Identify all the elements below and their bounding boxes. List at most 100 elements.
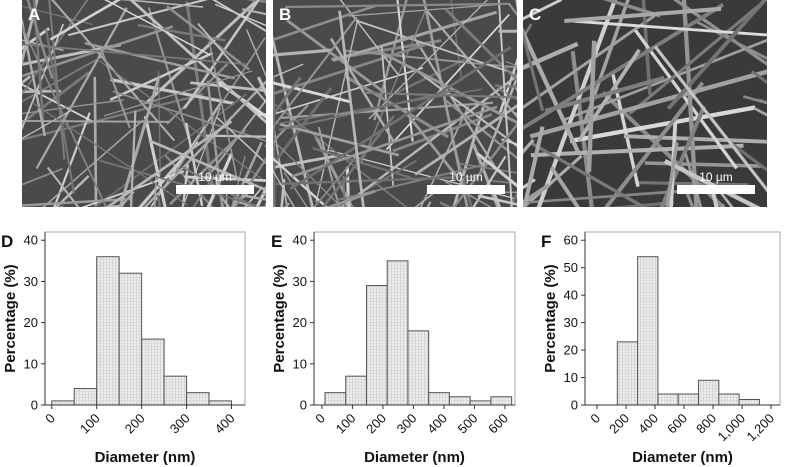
y-tick-label: 30 bbox=[564, 315, 578, 330]
fiber bbox=[0, 35, 7, 82]
fiber bbox=[208, 180, 231, 207]
fiber bbox=[530, 143, 744, 158]
y-tick-label: 20 bbox=[293, 315, 307, 330]
x-tick-label: 100 bbox=[333, 411, 359, 437]
bar bbox=[386, 260, 409, 406]
fiber bbox=[22, 25, 174, 78]
x-tick-label: 200 bbox=[363, 411, 389, 437]
fiber bbox=[183, 0, 260, 110]
panel-label: D bbox=[1, 232, 13, 251]
fiber bbox=[544, 75, 665, 114]
y-tick-label: 40 bbox=[293, 233, 307, 248]
x-tick-label: 400 bbox=[635, 411, 661, 437]
fiber bbox=[215, 116, 266, 165]
fiber bbox=[296, 203, 539, 290]
panel-label: E bbox=[271, 232, 282, 251]
fiber bbox=[280, 220, 339, 410]
fiber bbox=[726, 139, 767, 172]
y-axis-label: Percentage (%) bbox=[542, 264, 559, 372]
fiber bbox=[22, 197, 132, 207]
x-tick-label: 400 bbox=[212, 411, 238, 437]
panel-label: B bbox=[279, 5, 291, 24]
fiber bbox=[208, 41, 238, 181]
fiber bbox=[22, 0, 89, 96]
fiber bbox=[99, 204, 124, 207]
fiber bbox=[429, 205, 528, 312]
fiber bbox=[71, 210, 187, 240]
fiber bbox=[569, 105, 756, 144]
fiber bbox=[273, 139, 343, 207]
bar bbox=[657, 393, 679, 406]
y-tick-label: 40 bbox=[564, 288, 578, 303]
fiber bbox=[329, 37, 396, 143]
fiber bbox=[343, 74, 449, 139]
fiber bbox=[129, 110, 137, 207]
fiber bbox=[273, 175, 476, 186]
fiber bbox=[22, 89, 61, 94]
fiber bbox=[273, 154, 338, 169]
fiber bbox=[530, 141, 648, 207]
fiber bbox=[345, 49, 517, 69]
fiber bbox=[415, 235, 499, 269]
fiber bbox=[31, 102, 188, 206]
x-tick-label: 0 bbox=[312, 411, 328, 427]
fiber bbox=[641, 0, 652, 95]
x-axis-label: Diameter (nm) bbox=[95, 449, 196, 466]
bar bbox=[448, 396, 471, 406]
fiber bbox=[508, 191, 517, 207]
x-tick-label: 1,200 bbox=[744, 411, 778, 445]
fiber bbox=[93, 76, 98, 207]
fiber bbox=[414, 186, 442, 207]
fiber bbox=[22, 109, 72, 140]
fiber bbox=[273, 48, 332, 57]
fiber bbox=[24, 216, 269, 308]
fiber bbox=[197, 22, 266, 104]
fiber bbox=[129, 0, 266, 124]
fiber bbox=[472, 143, 500, 207]
fiber bbox=[445, 99, 517, 160]
fiber bbox=[100, 50, 131, 129]
bar bbox=[163, 375, 188, 406]
fiber bbox=[317, 126, 340, 207]
fiber bbox=[401, 107, 459, 178]
fiber bbox=[602, 0, 661, 18]
y-tick-label: 0 bbox=[571, 398, 578, 413]
fiber bbox=[32, 0, 46, 131]
fiber bbox=[338, 10, 365, 207]
fiber bbox=[206, 80, 224, 207]
bar bbox=[96, 256, 120, 406]
bar bbox=[469, 400, 492, 406]
fiber bbox=[104, 0, 209, 55]
fiber bbox=[22, 99, 125, 115]
x-tick-label: 0 bbox=[587, 411, 603, 427]
bar bbox=[698, 379, 720, 406]
fiber bbox=[286, 19, 386, 94]
x-tick-label: 300 bbox=[394, 411, 420, 437]
scale-bar bbox=[427, 185, 505, 194]
x-axis-label: Diameter (nm) bbox=[364, 449, 465, 466]
bar bbox=[208, 400, 233, 406]
fiber bbox=[644, 161, 762, 168]
fiber bbox=[212, 0, 266, 33]
fiber bbox=[523, 41, 579, 71]
fiber bbox=[346, 192, 350, 207]
fiber bbox=[148, 139, 266, 192]
fiber bbox=[562, 38, 767, 122]
fiber bbox=[35, 7, 128, 170]
fiber bbox=[516, 0, 517, 14]
y-tick-label: 30 bbox=[293, 274, 307, 289]
fiber bbox=[166, 5, 250, 71]
fiber bbox=[494, 193, 501, 207]
fiber bbox=[523, 126, 545, 207]
fiber bbox=[586, 40, 597, 172]
fiber bbox=[0, 38, 1, 216]
fiber bbox=[279, 122, 400, 157]
fiber bbox=[549, 166, 581, 207]
fiber bbox=[273, 4, 378, 42]
y-axis-label: Percentage (%) bbox=[271, 264, 288, 372]
fiber bbox=[22, 119, 170, 123]
fiber bbox=[246, 29, 266, 78]
fiber bbox=[109, 51, 214, 101]
